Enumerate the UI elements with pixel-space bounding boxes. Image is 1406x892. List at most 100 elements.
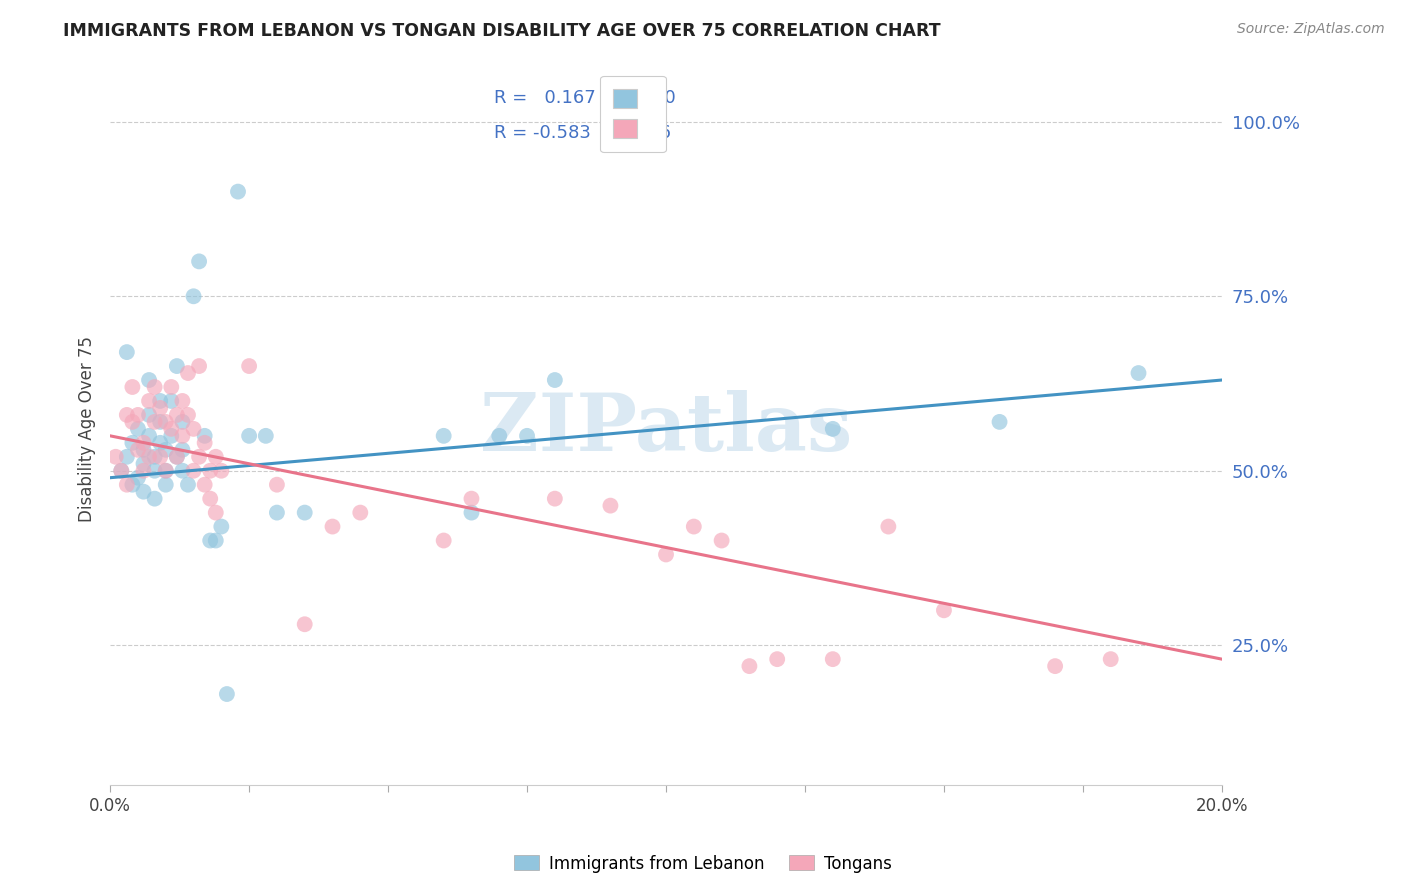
Point [149, 415, 172, 429]
Point [172, 415, 194, 429]
Point [138, 373, 160, 387]
Text: R =   0.167   N = 50: R = 0.167 N = 50 [494, 89, 675, 107]
Point [544, 373, 567, 387]
Point [932, 603, 955, 617]
Point [166, 450, 188, 464]
Point [1128, 366, 1150, 380]
Point [166, 408, 188, 422]
Point [155, 464, 177, 478]
Point [138, 408, 160, 422]
Point [149, 450, 172, 464]
Point [149, 401, 172, 415]
Point [188, 254, 211, 268]
Point [155, 442, 177, 457]
Point [710, 533, 733, 548]
Point [433, 429, 456, 443]
Point [143, 415, 166, 429]
Point [110, 464, 132, 478]
Legend: Immigrants from Lebanon, Tongans: Immigrants from Lebanon, Tongans [508, 848, 898, 880]
Point [238, 359, 260, 373]
Point [516, 429, 538, 443]
Point [127, 442, 149, 457]
Text: ZIPatlas: ZIPatlas [479, 390, 852, 468]
Point [149, 394, 172, 409]
Point [200, 533, 222, 548]
Point [682, 519, 704, 533]
Point [127, 408, 149, 422]
Point [204, 450, 226, 464]
Point [115, 408, 138, 422]
Point [204, 506, 226, 520]
Point [143, 464, 166, 478]
Point [138, 394, 160, 409]
Point [460, 506, 482, 520]
Point [294, 617, 316, 632]
Point [766, 652, 789, 666]
Point [172, 429, 194, 443]
Legend: , : , [599, 76, 665, 153]
Point [149, 435, 172, 450]
Point [155, 415, 177, 429]
Point [599, 499, 621, 513]
Point [215, 687, 238, 701]
Point [138, 450, 160, 464]
Point [194, 477, 217, 491]
Point [238, 429, 260, 443]
Y-axis label: Disability Age Over 75: Disability Age Over 75 [79, 336, 96, 522]
Point [655, 548, 678, 562]
Point [121, 435, 143, 450]
Point [160, 429, 183, 443]
Point [104, 450, 127, 464]
Point [254, 429, 277, 443]
Point [349, 506, 371, 520]
Point [155, 464, 177, 478]
Text: IMMIGRANTS FROM LEBANON VS TONGAN DISABILITY AGE OVER 75 CORRELATION CHART: IMMIGRANTS FROM LEBANON VS TONGAN DISABI… [63, 22, 941, 40]
Text: Source: ZipAtlas.com: Source: ZipAtlas.com [1237, 22, 1385, 37]
Point [321, 519, 343, 533]
Point [877, 519, 900, 533]
Point [132, 435, 155, 450]
Text: R = -0.583   N = 56: R = -0.583 N = 56 [494, 125, 671, 143]
Point [115, 450, 138, 464]
Point [183, 422, 205, 436]
Point [115, 345, 138, 359]
Point [460, 491, 482, 506]
Point [488, 429, 510, 443]
Point [160, 422, 183, 436]
Point [183, 464, 205, 478]
Point [188, 359, 211, 373]
Point [121, 415, 143, 429]
Point [115, 477, 138, 491]
Point [294, 506, 316, 520]
Point [738, 659, 761, 673]
Point [188, 450, 211, 464]
Point [166, 359, 188, 373]
Point [143, 450, 166, 464]
Point [127, 422, 149, 436]
Point [172, 464, 194, 478]
Point [988, 415, 1011, 429]
Point [177, 408, 200, 422]
Point [138, 429, 160, 443]
Point [160, 380, 183, 394]
Point [266, 477, 288, 491]
Point [143, 491, 166, 506]
Point [200, 464, 222, 478]
Point [166, 450, 188, 464]
Point [1043, 659, 1066, 673]
Point [266, 506, 288, 520]
Point [143, 380, 166, 394]
Point [209, 519, 232, 533]
Point [226, 185, 249, 199]
Point [544, 491, 567, 506]
Point [160, 394, 183, 409]
Point [121, 380, 143, 394]
Point [1099, 652, 1122, 666]
Point [177, 366, 200, 380]
Point [183, 289, 205, 303]
Point [821, 422, 844, 436]
Point [194, 435, 217, 450]
Point [194, 429, 217, 443]
Point [110, 464, 132, 478]
Point [155, 477, 177, 491]
